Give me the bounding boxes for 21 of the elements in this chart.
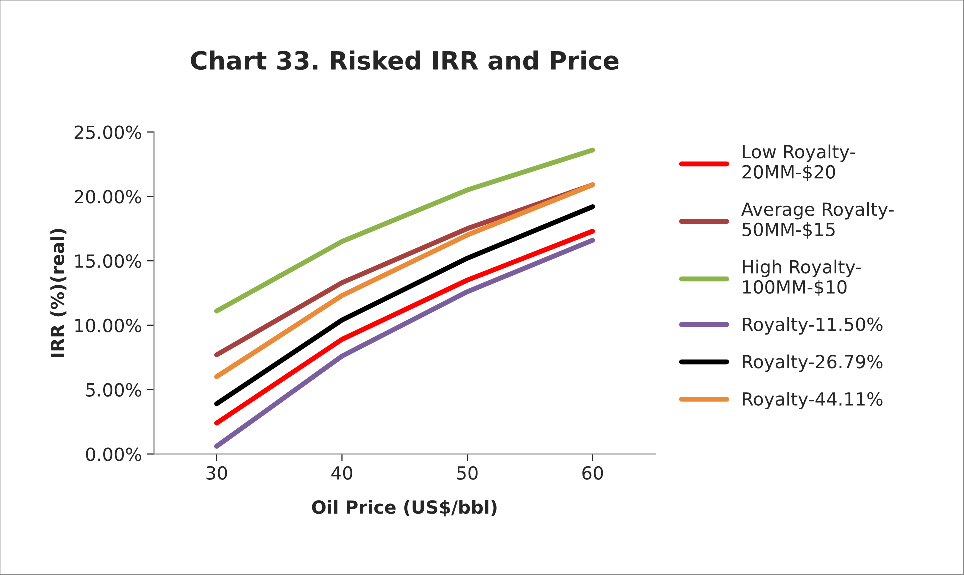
x-axis-title: Oil Price (US$/bbl) bbox=[312, 500, 497, 517]
legend-label: Average Royalty-50MM-$15 bbox=[742, 202, 894, 239]
x-tick-label: 30 bbox=[206, 466, 228, 480]
legend-label: Royalty-44.11% bbox=[743, 392, 883, 410]
legend-label: High Royalty-100MM-$10 bbox=[743, 260, 862, 296]
y-tick-label: 10.00% bbox=[76, 318, 142, 333]
y-tick-label: 0.00% bbox=[86, 448, 142, 462]
y-tick-label: 5.00% bbox=[86, 383, 142, 397]
y-tick-label: 25.00% bbox=[74, 126, 142, 140]
line-series bbox=[214, 148, 596, 314]
y-tick-label: 20.00% bbox=[74, 190, 142, 204]
y-axis-title: IRR (%)(real) bbox=[50, 229, 67, 358]
line-series bbox=[214, 204, 596, 406]
y-tick-label: 15.00% bbox=[76, 254, 142, 268]
legend-label: Royalty-11.50% bbox=[743, 317, 883, 335]
x-tick-label: 60 bbox=[582, 466, 604, 480]
chart-title: Chart 33. Risked IRR and Price bbox=[191, 50, 619, 70]
x-tick-label: 40 bbox=[332, 466, 353, 480]
legend-label: Royalty-26.79% bbox=[743, 354, 883, 372]
legend-label: Low Royalty-20MM-$20 bbox=[742, 144, 856, 182]
x-tick-label: 50 bbox=[457, 466, 478, 480]
